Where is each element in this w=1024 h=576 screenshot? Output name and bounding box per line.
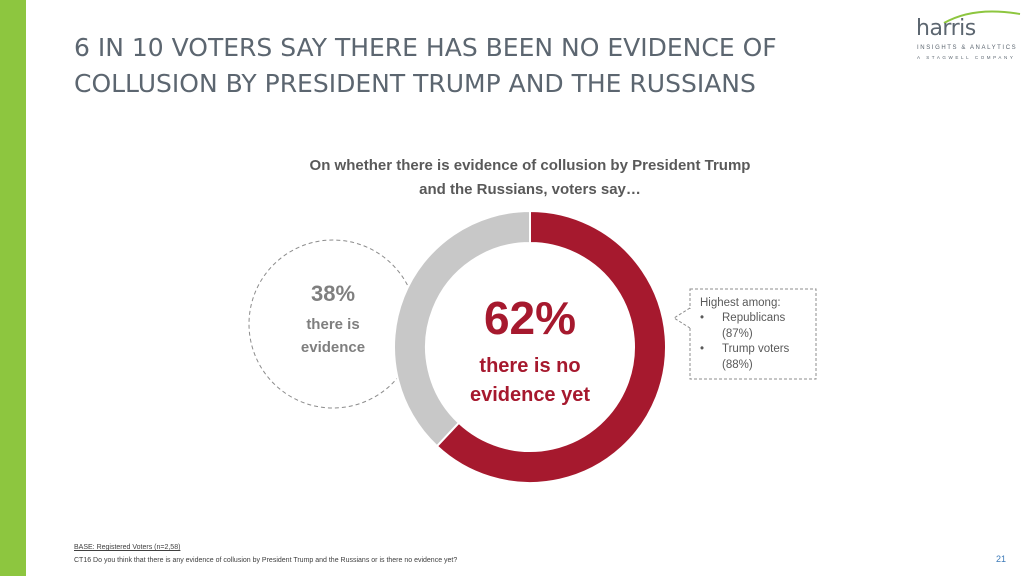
evidence-label-line-1: there is: [306, 316, 360, 333]
subtitle-line-1: On whether there is evidence of collusio…: [309, 157, 751, 174]
logo-wordmark: harris: [916, 16, 976, 41]
callout-box: Highest among: • Republicans (87%) • Tru…: [690, 289, 816, 379]
callout-item-text: Trump voters (88%): [722, 342, 817, 373]
chart-subtitle: On whether there is evidence of collusio…: [270, 154, 790, 202]
callout-box-outline: [689, 288, 817, 380]
evidence-label: there is evidence: [258, 313, 408, 359]
callout-item-line-2: (87%): [722, 327, 753, 340]
evidence-percent: 38%: [310, 281, 356, 306]
footer-question: CT16 Do you think that there is any evid…: [74, 557, 458, 564]
no-evidence-label-line-2: evidence yet: [469, 384, 591, 406]
callout-item-line-1: Trump voters: [722, 343, 790, 355]
no-evidence-label: there is no evidence yet: [430, 352, 630, 410]
title-line-1: 6 IN 10 VOTERS SAY THERE HAS BEEN NO EVI…: [74, 33, 777, 62]
subtitle-line-2: and the Russians, voters say…: [419, 181, 641, 198]
logo-subtag: A STAGWELL COMPANY: [917, 55, 1016, 60]
accent-bar: [0, 0, 26, 576]
donut-slice-evidence: [393, 209, 531, 448]
callout-item: • Republicans (87%): [700, 311, 810, 342]
callout-item-text: Republicans (87%): [722, 311, 817, 342]
slide-title: 6 IN 10 VOTERS SAY THERE HAS BEEN NO EVI…: [74, 30, 834, 102]
evidence-label-line-2: evidence: [300, 339, 366, 356]
page-number: 21: [996, 554, 1007, 564]
callout-item: • Trump voters (88%): [700, 342, 810, 373]
bullet-icon: •: [700, 312, 705, 324]
harris-logo: harris INSIGHTS & ANALYTICS A STAGWELL C…: [914, 8, 1024, 62]
title-line-2: COLLUSION BY PRESIDENT TRUMP AND THE RUS…: [74, 69, 756, 98]
callout-item-line-2: (88%): [722, 358, 753, 371]
no-evidence-label-line-1: there is no: [479, 355, 581, 377]
callout-heading: Highest among:: [700, 297, 781, 309]
bullet-icon: •: [700, 343, 705, 355]
footer-base: BASE: Registered Voters (n=2,58): [74, 544, 181, 551]
callout-pointer: [673, 307, 691, 329]
donut-slice-no-evidence: [435, 209, 667, 484]
logo-tagline: INSIGHTS & ANALYTICS: [917, 45, 1018, 51]
no-evidence-percent: 62%: [483, 292, 577, 344]
callout-item-line-1: Republicans: [722, 312, 786, 324]
logo-swoosh-icon: [943, 10, 1021, 24]
